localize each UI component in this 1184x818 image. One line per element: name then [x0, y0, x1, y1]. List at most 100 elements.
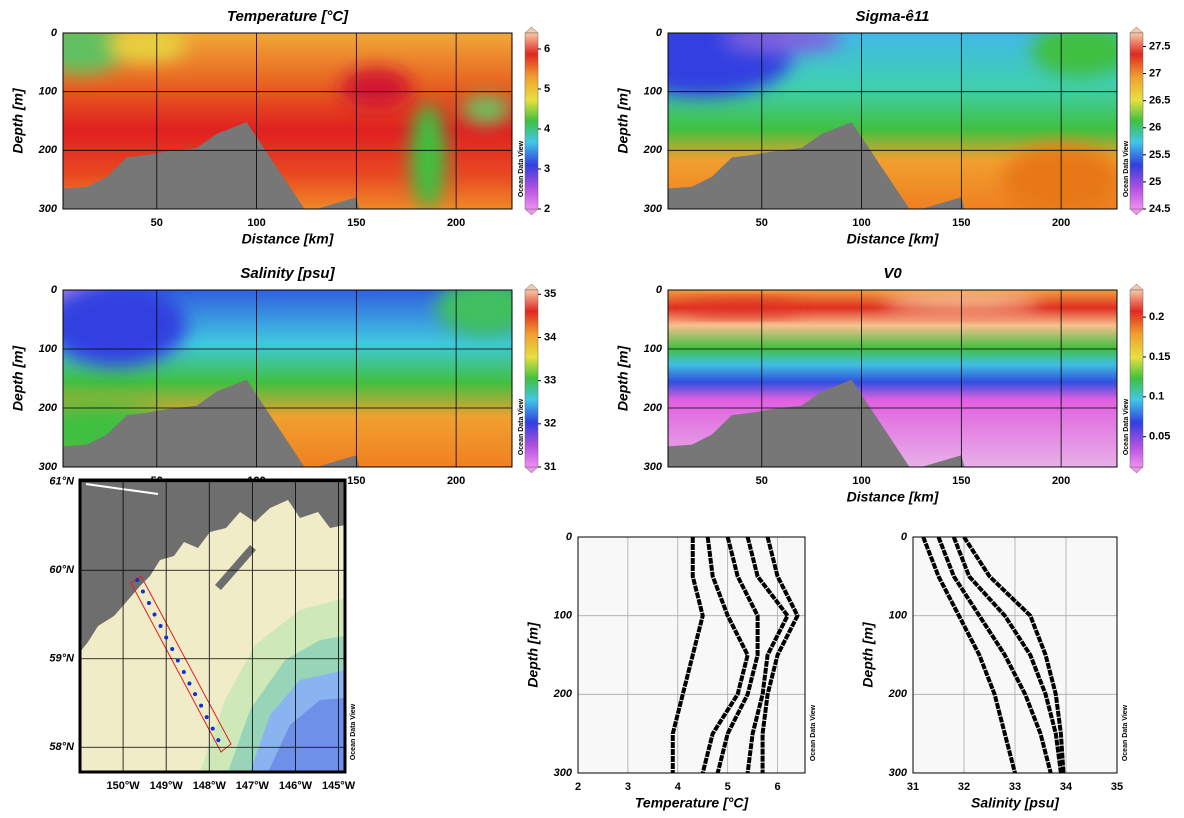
x-tick-label: 150°W [107, 780, 141, 792]
profile-line [745, 537, 790, 773]
colorbar-tick-label: 25 [1149, 176, 1161, 188]
watermark: Ocean Data View [518, 140, 525, 197]
watermark: Ocean Data View [1122, 704, 1129, 761]
station [181, 670, 186, 675]
y-tick-label: 100 [39, 86, 58, 98]
x-tick-label: 6 [774, 781, 780, 793]
field-patch [1001, 144, 1117, 209]
x-tick-label: 34 [1060, 781, 1073, 793]
field-patch [436, 290, 512, 338]
y-tick-label: 0 [51, 27, 58, 39]
y-tick-label: 200 [888, 688, 908, 700]
colorbar-tick-label: 32 [544, 418, 556, 430]
y-tick-label: 59°N [49, 653, 75, 665]
x-tick-label: 50 [151, 217, 163, 229]
x-tick-label: 35 [1111, 781, 1123, 793]
station [204, 715, 209, 720]
field-patch [681, 300, 802, 315]
colorbar [1129, 32, 1144, 210]
y-tick-label: 200 [643, 402, 663, 414]
x-tick-label: 4 [675, 781, 682, 793]
y-tick-label: 0 [656, 27, 663, 39]
x-tick-label: 200 [1052, 475, 1070, 487]
chart-title: Salinity [psu] [240, 265, 335, 282]
chart-title: Sigma-ê11 [856, 8, 930, 25]
y-tick-label: 0 [566, 531, 573, 543]
plot-frame [62, 289, 513, 468]
y-tick-label: 300 [554, 767, 573, 779]
colorbar-tick-label: 31 [544, 461, 556, 473]
x-tick-label: 32 [958, 781, 970, 793]
x-axis-label: Distance [km] [242, 231, 335, 247]
x-tick-label: 146°W [279, 780, 313, 792]
x-tick-label: 150 [347, 217, 365, 229]
field-patch [668, 33, 792, 98]
x-tick-label: 200 [447, 217, 465, 229]
land [172, 512, 186, 530]
y-tick-label: 100 [554, 610, 573, 622]
x-tick-label: 100 [852, 217, 870, 229]
plot-frame [577, 536, 806, 774]
station [152, 612, 157, 617]
bathymetry [668, 379, 966, 467]
colorbar [1129, 289, 1144, 468]
station [135, 577, 140, 582]
y-axis-label: Depth [m] [10, 345, 26, 412]
station [175, 658, 180, 663]
x-tick-label: 200 [447, 475, 465, 487]
x-axis-label: Distance [km] [847, 489, 940, 505]
y-tick-label: 0 [901, 531, 908, 543]
plot-frame [62, 32, 513, 210]
y-axis-label: Depth [m] [860, 621, 876, 688]
colorbar [524, 289, 539, 468]
field-patch [721, 33, 842, 54]
colorbar-cap [524, 283, 539, 291]
watermark: Ocean Data View [1123, 398, 1130, 455]
colorbar-tick-label: 26.5 [1149, 95, 1170, 107]
y-axis-label: Depth [m] [615, 87, 631, 154]
profile-line [670, 537, 705, 773]
field-patch [1031, 33, 1117, 77]
y-tick-label: 58°N [49, 741, 75, 753]
y-tick-label: 300 [39, 203, 58, 215]
y-tick-label: 300 [644, 203, 663, 215]
x-tick-label: 50 [756, 217, 768, 229]
plot-area [80, 480, 345, 772]
station [187, 681, 192, 686]
x-tick-label: 33 [1009, 781, 1021, 793]
colorbar-cap [1129, 208, 1144, 216]
profile-line [962, 537, 1066, 773]
colorbar-cap [1129, 466, 1144, 474]
y-tick-label: 0 [656, 284, 663, 296]
deep [268, 698, 345, 772]
plot-area [63, 33, 512, 209]
y-tick-label: 200 [38, 402, 58, 414]
station [164, 635, 169, 640]
y-tick-label: 100 [889, 610, 908, 622]
x-axis-label: Distance [km] [847, 231, 940, 247]
colorbar-cap [524, 466, 539, 474]
x-tick-label: 150 [347, 475, 365, 487]
watermark: Ocean Data View [350, 703, 357, 760]
plot-frame [667, 32, 1118, 210]
y-tick-label: 61°N [49, 476, 75, 488]
land [80, 480, 345, 652]
glacier [85, 483, 159, 495]
plot-frame [912, 536, 1118, 774]
x-tick-label: 100 [247, 217, 265, 229]
y-tick-label: 0 [51, 284, 58, 296]
x-tick-label: 150 [952, 217, 970, 229]
profile-line [951, 537, 1063, 773]
station [140, 589, 145, 594]
colorbar-cap [1129, 26, 1144, 34]
colorbar-tick-label: 0.05 [1149, 431, 1170, 443]
colorbar-cap [1129, 283, 1144, 291]
field-patch [106, 33, 187, 63]
x-tick-label: 150 [952, 475, 970, 487]
colorbar-tick-label: 26 [1149, 122, 1161, 134]
station [146, 600, 151, 605]
station [193, 692, 198, 697]
field-patch [63, 290, 187, 367]
bathymetry [668, 122, 966, 209]
